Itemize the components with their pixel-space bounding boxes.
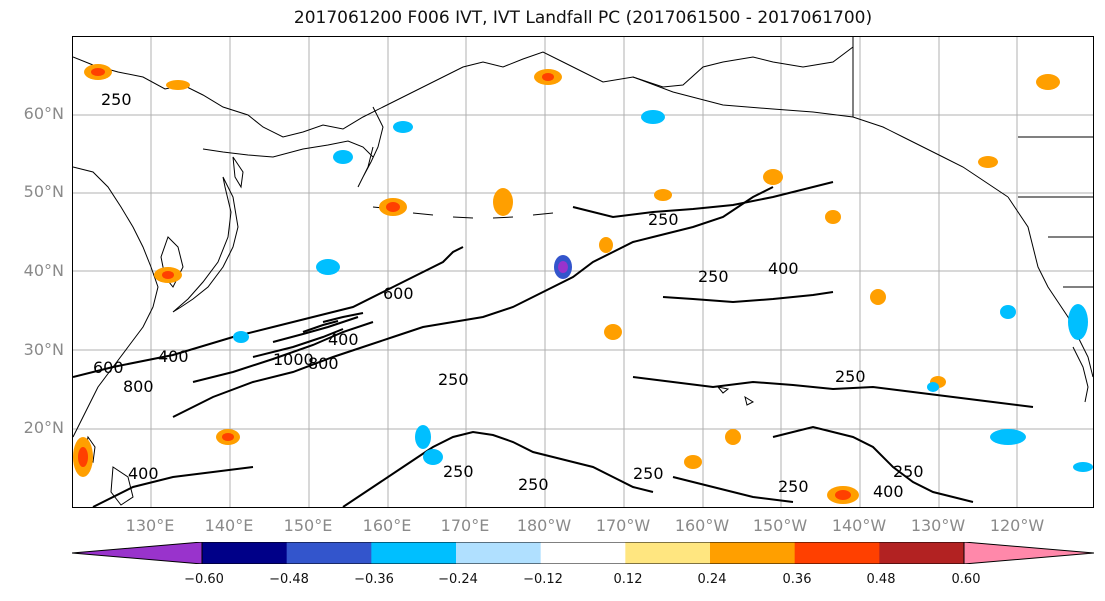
contour-label: 800 xyxy=(123,377,154,396)
lat-tick-30: 30°N xyxy=(23,340,64,359)
contour-label: 250 xyxy=(648,210,679,229)
contour-label: 250 xyxy=(443,462,474,481)
lon-tick: 170°E xyxy=(440,516,490,535)
ivt-contours xyxy=(73,181,1034,507)
colorbar-label: 0.12 xyxy=(613,572,643,587)
contour-label: 800 xyxy=(308,354,339,373)
lat-tick-60: 60°N xyxy=(23,104,64,123)
colorbar xyxy=(72,542,1094,564)
colorbar-label: 0.24 xyxy=(697,572,727,587)
colorbar-segment xyxy=(625,542,711,564)
contour-label: 400 xyxy=(873,482,904,501)
contour-label: 250 xyxy=(101,90,132,109)
lon-tick: 120°W xyxy=(989,516,1045,535)
colorbar-label: −0.24 xyxy=(438,572,478,587)
colorbar-label: −0.48 xyxy=(269,572,309,587)
lon-tick: 130°E xyxy=(125,516,175,535)
colorbar-segment xyxy=(710,542,796,564)
colorbar-segment xyxy=(540,542,626,564)
contour-label: 600 xyxy=(383,284,414,303)
lon-tick: 180°W xyxy=(516,516,572,535)
contour-label: 400 xyxy=(128,464,159,483)
map-svg: 250 250 250 400 600 400 600 800 1000 800… xyxy=(73,37,1093,507)
contour-label: 400 xyxy=(328,330,359,349)
lon-tick: 150°W xyxy=(752,516,808,535)
colorbar-frame xyxy=(201,542,965,564)
contour-label: 250 xyxy=(698,267,729,286)
colorbar-label: −0.36 xyxy=(354,572,394,587)
lon-tick: 130°W xyxy=(910,516,966,535)
colorbar-label: −0.60 xyxy=(184,572,224,587)
lon-tick: 150°E xyxy=(283,516,333,535)
contour-label: 250 xyxy=(438,370,469,389)
contour-label: 1000 xyxy=(273,350,314,369)
colorbar-label: 0.36 xyxy=(782,572,812,587)
colorbar-label: −0.12 xyxy=(523,572,563,587)
lat-tick-40: 40°N xyxy=(23,261,64,280)
lon-tick: 160°W xyxy=(674,516,730,535)
colorbar-segment xyxy=(286,542,372,564)
pc-shading xyxy=(73,64,1093,504)
colorbar-segment xyxy=(794,542,880,564)
contour-label: 400 xyxy=(158,347,189,366)
colorbar-segment xyxy=(879,542,965,564)
contour-label: 250 xyxy=(518,475,549,494)
contour-label: 250 xyxy=(778,477,809,496)
contour-label-group: 250 250 250 400 600 400 600 800 1000 800… xyxy=(93,90,924,501)
colorbar-label: 0.48 xyxy=(866,572,896,587)
colorbar-left-arrow xyxy=(72,542,203,564)
lon-tick: 140°W xyxy=(831,516,887,535)
lat-tick-50: 50°N xyxy=(23,182,64,201)
colorbar-segment xyxy=(456,542,542,564)
lon-tick: 160°E xyxy=(362,516,412,535)
lon-tick: 170°W xyxy=(595,516,651,535)
colorbar-label: 0.60 xyxy=(951,572,981,587)
contour-label: 400 xyxy=(768,259,799,278)
contour-label: 250 xyxy=(893,462,924,481)
colorbar-right-arrow xyxy=(963,542,1094,564)
contour-label: 600 xyxy=(93,358,124,377)
lon-tick: 140°E xyxy=(204,516,254,535)
lat-tick-20: 20°N xyxy=(23,418,64,437)
contour-label: 250 xyxy=(633,464,664,483)
map-title: 2017061200 F006 IVT, IVT Landfall PC (20… xyxy=(293,8,873,28)
colorbar-segments xyxy=(202,542,965,564)
contour-label: 250 xyxy=(835,367,866,386)
colorbar-segment xyxy=(202,542,288,564)
map-panel: 250 250 250 400 600 400 600 800 1000 800… xyxy=(72,36,1094,508)
colorbar-segment xyxy=(371,542,457,564)
graticule xyxy=(73,37,1093,507)
